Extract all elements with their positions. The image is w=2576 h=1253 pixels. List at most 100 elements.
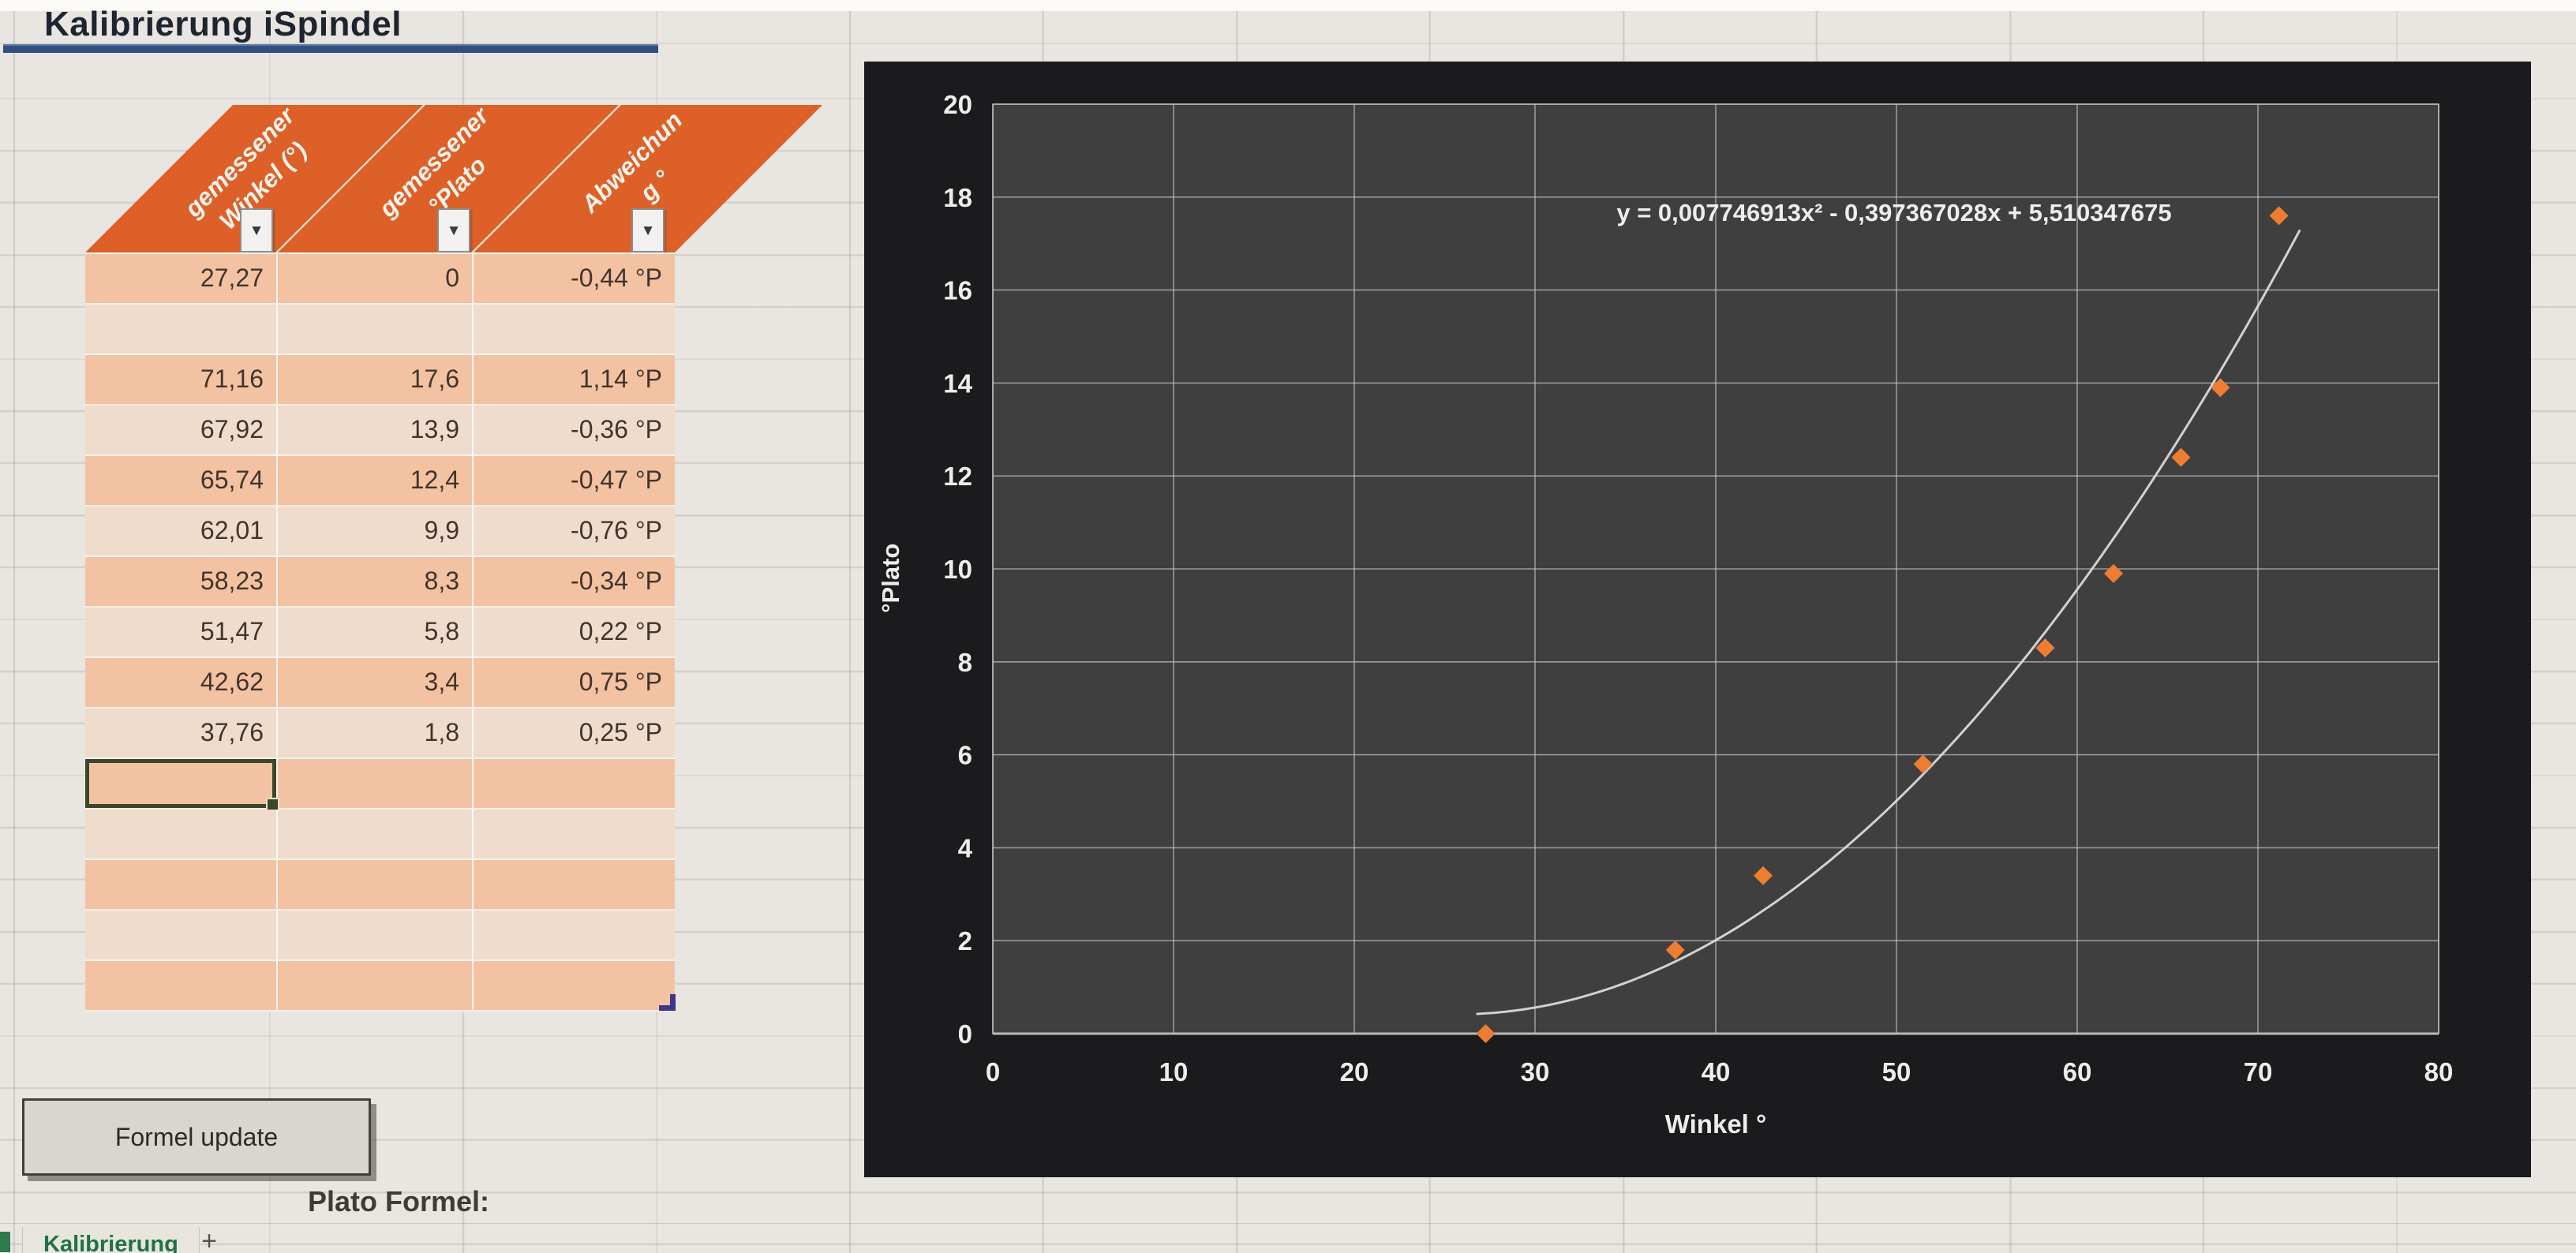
- filter-arrow-icon: ▼: [446, 222, 462, 239]
- y-tick-label: 6: [958, 741, 972, 770]
- y-tick-label: 16: [943, 276, 972, 305]
- table-cell[interactable]: 65,74: [85, 456, 278, 505]
- table-cell[interactable]: [278, 961, 474, 1010]
- table-cell[interactable]: -0,36 °P: [571, 415, 662, 443]
- table-cell[interactable]: 62,01: [85, 507, 278, 555]
- table-row: [85, 860, 675, 911]
- x-tick-label: 30: [1521, 1057, 1550, 1087]
- sheet-tab-bar: Kalibrierung +: [0, 1223, 2576, 1253]
- calibration-chart[interactable]: 0 10 20 30 40 50 60 70 80 0 2 4 6 8 10 12 14 16 18 20 Winkel…: [864, 62, 2531, 1177]
- table-row: 65,74 12,4 -0,47 °P: [85, 456, 675, 507]
- table-cell[interactable]: 13,9: [278, 406, 474, 454]
- y-axis-title: °Plato: [877, 544, 904, 613]
- table-cell[interactable]: -0,47 °P: [571, 466, 662, 494]
- table-cell[interactable]: 58,23: [85, 557, 278, 606]
- formel-update-button[interactable]: Formel update: [22, 1098, 371, 1176]
- y-tick-label: 12: [943, 462, 972, 491]
- table-cell[interactable]: [278, 860, 474, 909]
- table-row: [85, 961, 675, 1012]
- table-cell[interactable]: -0,76 °P: [571, 516, 662, 544]
- table-cell[interactable]: 0,75 °P: [578, 668, 662, 696]
- table-cell[interactable]: [474, 305, 675, 353]
- sheet-tab-kalibrierung[interactable]: Kalibrierung: [22, 1227, 200, 1253]
- filter-dropdown-plato[interactable]: ▼: [437, 208, 470, 252]
- table-row: [85, 810, 675, 860]
- top-highlight-strip: [0, 0, 2576, 11]
- table-cell[interactable]: [474, 759, 675, 808]
- table-cell[interactable]: 17,6: [278, 355, 474, 404]
- x-tick-label: 20: [1340, 1057, 1369, 1087]
- table-cell[interactable]: 9,9: [278, 507, 474, 555]
- table-cell[interactable]: [278, 911, 474, 959]
- table-cell[interactable]: 0,22 °P: [578, 617, 662, 645]
- x-tick-label: 40: [1702, 1057, 1731, 1087]
- y-tick-label: 2: [958, 926, 972, 956]
- data-point-diamond: [1913, 754, 1933, 774]
- table-cell[interactable]: [85, 961, 278, 1010]
- y-tick-label: 4: [958, 833, 973, 862]
- y-tick-label: 20: [943, 90, 972, 119]
- selected-cell[interactable]: [85, 759, 279, 811]
- x-axis-title: Winkel °: [1665, 1109, 1766, 1139]
- table-cell[interactable]: 3,4: [278, 658, 474, 707]
- table-cell[interactable]: 1,14 °P: [578, 365, 662, 393]
- table-cell[interactable]: [278, 305, 474, 353]
- table-row: [85, 911, 675, 961]
- table-cell[interactable]: [85, 305, 278, 353]
- page-title: Kalibrierung iSpindel: [44, 5, 402, 43]
- table-cell[interactable]: 0: [278, 254, 474, 303]
- table-row: 62,01 9,9 -0,76 °P: [85, 507, 675, 557]
- table-cell[interactable]: -0,34 °P: [571, 567, 662, 595]
- add-sheet-button[interactable]: +: [201, 1226, 217, 1253]
- table-cell[interactable]: [85, 810, 278, 858]
- filter-dropdown-abweichung[interactable]: ▼: [631, 208, 665, 252]
- table-row: [85, 305, 675, 355]
- table-cell[interactable]: 37,76: [85, 709, 278, 757]
- data-point-diamond: [1753, 866, 1773, 885]
- table-cell[interactable]: [85, 911, 278, 959]
- table-cell[interactable]: [278, 810, 474, 858]
- table-cell[interactable]: 8,3: [278, 557, 474, 606]
- calibration-table: gemessener Winkel (°) gemessener °Plato …: [85, 102, 822, 1012]
- data-point-diamond: [2035, 638, 2055, 658]
- table-cell[interactable]: 0,25 °P: [578, 718, 662, 746]
- x-tick-label: 60: [2063, 1057, 2092, 1087]
- table-cell[interactable]: [278, 759, 474, 808]
- table-cell[interactable]: [474, 860, 675, 909]
- table-cell[interactable]: -0,44 °P: [571, 264, 662, 292]
- table-cell[interactable]: 1,8: [278, 709, 474, 757]
- data-point-diamond: [2269, 206, 2289, 226]
- table-row: 71,16 17,6 1,14 °P: [85, 355, 675, 406]
- y-tick-label: 8: [958, 648, 972, 677]
- table-cell[interactable]: 12,4: [278, 456, 474, 505]
- data-point-diamond: [1476, 1024, 1496, 1043]
- table-cell[interactable]: [474, 911, 675, 959]
- table-cell[interactable]: 51,47: [85, 608, 278, 656]
- table-cell[interactable]: 42,62: [85, 658, 278, 707]
- data-point-diamond: [2171, 447, 2191, 467]
- data-point-diamond: [1665, 940, 1685, 959]
- table-resize-handle[interactable]: [659, 994, 676, 1011]
- table-cell[interactable]: 5,8: [278, 608, 474, 656]
- x-tick-label: 80: [2424, 1057, 2454, 1087]
- table-cell[interactable]: [474, 961, 675, 1010]
- filter-arrow-icon: ▼: [249, 222, 264, 239]
- table-cell[interactable]: 67,92: [85, 406, 278, 454]
- data-point-diamond: [2211, 378, 2230, 398]
- x-tick-label: 50: [1882, 1057, 1911, 1087]
- table-row: [85, 759, 675, 811]
- title-block: Kalibrierung iSpindel: [0, 0, 660, 53]
- table-row: 42,62 3,4 0,75 °P: [85, 658, 675, 709]
- table-row: 37,76 1,8 0,25 °P: [85, 709, 675, 759]
- sheet-nav-icon[interactable]: [0, 1232, 10, 1252]
- table-cell[interactable]: [474, 810, 675, 858]
- filter-arrow-icon: ▼: [640, 222, 656, 239]
- data-point-diamond: [2104, 563, 2124, 583]
- y-tick-label: 10: [943, 555, 972, 584]
- table-row: 51,47 5,8 0,22 °P: [85, 608, 675, 658]
- table-cell[interactable]: 27,27: [85, 254, 278, 303]
- table-cell[interactable]: [85, 860, 278, 909]
- table-cell[interactable]: 71,16: [85, 355, 278, 404]
- x-tick-label: 0: [986, 1057, 1000, 1087]
- filter-dropdown-winkel[interactable]: ▼: [240, 208, 273, 252]
